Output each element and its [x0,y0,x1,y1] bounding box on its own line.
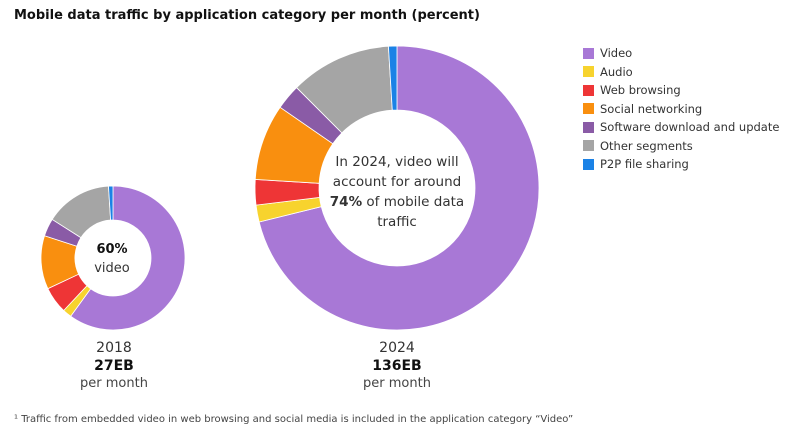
legend-label: Software download and update [600,120,780,135]
legend-item: Video [583,44,779,63]
donut-2024-slice-p2p-file-sharing [388,45,398,111]
donut-2024-video-percent: 74% [329,194,363,210]
donut-2018-slice-video [70,185,186,331]
volume-2018: 27EB [94,358,134,374]
year-2018: 2018 [96,340,132,356]
legend-item: Software download and update [583,118,779,137]
donut-2018-center-label: 60% video [77,240,147,278]
donut-2024-center-text-post: of mobile data traffic [362,194,465,230]
legend-swatch [583,84,594,96]
legend-item: Web browsing [583,81,779,100]
legend-swatch [583,140,594,152]
legend-label: Other segments [600,138,693,153]
unit-2024: per month [363,376,431,391]
legend-swatch [583,66,594,78]
legend-item: Other segments [583,137,779,156]
legend-label: P2P file sharing [600,157,689,172]
donut-2018-video-caption: video [94,261,130,276]
legend-item: Social networking [583,100,779,119]
legend-item: Audio [583,63,779,82]
legend-item: P2P file sharing [583,155,779,174]
donut-2018 [40,185,186,331]
label-2024: 2024 136EB per month [337,339,457,393]
legend-label: Audio [600,64,633,79]
legend-swatch [583,121,594,133]
footnote: ¹ Traffic from embedded video in web bro… [14,414,574,425]
chart-title: Mobile data traffic by application categ… [14,8,480,23]
donut-2024-center-text-pre: In 2024, video will account for around [332,154,462,190]
label-2018: 2018 27EB per month [54,339,174,393]
year-2024: 2024 [379,340,415,356]
donut-2018-video-percent: 60% [96,242,128,257]
volume-2024: 136EB [372,358,422,374]
legend-swatch [583,158,594,170]
unit-2018: per month [80,376,148,391]
donut-2018-slice-p2p-file-sharing [108,185,114,221]
legend-label: Social networking [600,101,703,116]
donut-2024-center-label: In 2024, video will account for around 7… [327,152,467,232]
donut-2024-slice-video [258,45,540,331]
legend-label: Web browsing [600,83,681,98]
legend-swatch [583,47,594,59]
donut-2024 [254,45,540,331]
legend-swatch [583,103,594,115]
legend-label: Video [600,46,633,61]
legend: Video Audio Web browsing Social networki… [583,44,779,174]
